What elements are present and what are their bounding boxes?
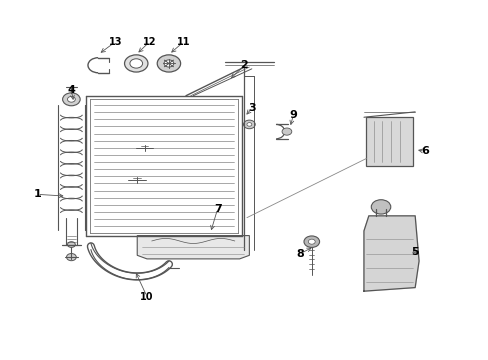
Circle shape — [243, 120, 255, 129]
Text: 9: 9 — [289, 111, 297, 121]
Circle shape — [130, 59, 142, 68]
Text: 2: 2 — [240, 60, 248, 70]
Circle shape — [370, 200, 390, 214]
Circle shape — [304, 236, 319, 247]
Polygon shape — [137, 235, 249, 259]
Circle shape — [62, 93, 80, 106]
Text: 5: 5 — [410, 247, 418, 257]
Text: 8: 8 — [296, 248, 304, 258]
Text: 7: 7 — [213, 204, 221, 214]
Text: 10: 10 — [140, 292, 153, 302]
Text: 11: 11 — [177, 37, 190, 47]
Circle shape — [157, 55, 180, 72]
Bar — [366, 117, 412, 166]
Text: 4: 4 — [67, 85, 75, 95]
Circle shape — [163, 60, 173, 67]
Text: 1: 1 — [33, 189, 41, 199]
Text: 12: 12 — [142, 37, 156, 47]
Circle shape — [67, 242, 75, 247]
Text: 6: 6 — [420, 146, 428, 156]
Polygon shape — [363, 216, 418, 291]
Circle shape — [124, 55, 148, 72]
Circle shape — [308, 239, 315, 244]
Circle shape — [282, 128, 291, 135]
Text: 3: 3 — [247, 103, 255, 113]
Circle shape — [67, 96, 75, 102]
Circle shape — [66, 253, 76, 261]
Circle shape — [246, 123, 251, 126]
Text: 13: 13 — [108, 37, 122, 47]
